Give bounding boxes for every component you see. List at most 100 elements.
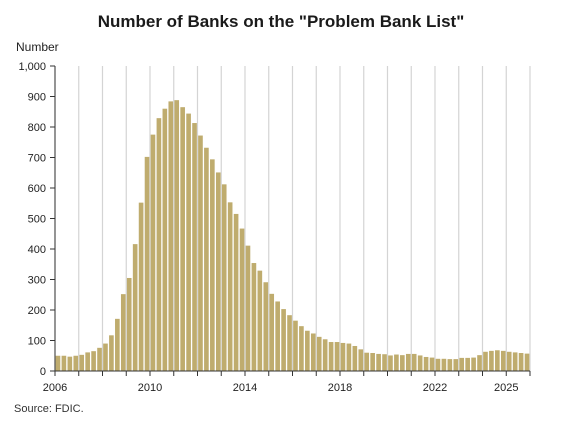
bar bbox=[138, 202, 144, 371]
bar bbox=[417, 355, 423, 371]
bar bbox=[382, 354, 387, 371]
bar bbox=[204, 147, 209, 371]
bar bbox=[423, 356, 429, 371]
y-tick-label: 100 bbox=[28, 336, 46, 348]
y-tick-label: 200 bbox=[28, 305, 46, 317]
y-tick-label: 1,000 bbox=[18, 61, 46, 73]
bar bbox=[55, 355, 61, 371]
bar bbox=[435, 358, 441, 371]
bar bbox=[221, 184, 227, 371]
bar bbox=[316, 336, 322, 371]
bar bbox=[168, 101, 174, 371]
bar bbox=[269, 293, 275, 371]
bar bbox=[109, 335, 114, 371]
bar bbox=[257, 270, 263, 371]
bar bbox=[334, 342, 340, 371]
bar bbox=[483, 351, 488, 371]
x-tick-label: 2014 bbox=[233, 382, 257, 394]
y-tick-label: 0 bbox=[40, 366, 46, 378]
bar bbox=[305, 330, 310, 371]
bar bbox=[251, 263, 257, 371]
bar bbox=[215, 172, 221, 371]
bar bbox=[120, 294, 126, 371]
bar bbox=[376, 353, 381, 371]
bar bbox=[103, 343, 108, 371]
bar bbox=[500, 350, 506, 371]
y-tick-label: 800 bbox=[28, 122, 46, 134]
bar bbox=[299, 326, 304, 371]
bar bbox=[126, 277, 132, 371]
chart-title: Number of Banks on the "Problem Bank Lis… bbox=[97, 12, 465, 31]
x-tick-label: 2022 bbox=[423, 382, 447, 394]
bar bbox=[227, 202, 233, 371]
bar bbox=[293, 320, 298, 371]
bar bbox=[281, 309, 286, 371]
bar bbox=[144, 156, 150, 371]
bar bbox=[459, 357, 465, 371]
y-axis-label: Number bbox=[16, 40, 59, 54]
bar bbox=[174, 100, 180, 371]
axes: 0 100 200 300 400 500 600 700 800 900 1,000 2006 201… bbox=[18, 61, 531, 394]
y-tick-label: 400 bbox=[28, 244, 46, 256]
bar bbox=[233, 213, 239, 371]
bar bbox=[441, 358, 447, 371]
bar bbox=[506, 351, 512, 371]
bar bbox=[340, 342, 346, 371]
bar bbox=[85, 352, 90, 371]
bar bbox=[73, 355, 79, 371]
bar bbox=[405, 353, 411, 371]
bar bbox=[388, 355, 393, 371]
bar bbox=[132, 244, 138, 371]
bar bbox=[263, 282, 269, 371]
x-tick-label: 2018 bbox=[328, 382, 352, 394]
bar bbox=[453, 359, 459, 371]
bar bbox=[239, 228, 245, 371]
x-tick-label: 2006 bbox=[43, 382, 67, 394]
bar bbox=[328, 342, 334, 371]
bar bbox=[245, 245, 251, 371]
bar bbox=[364, 352, 370, 371]
bar bbox=[310, 333, 316, 371]
bar bbox=[186, 113, 191, 371]
bar bbox=[400, 355, 405, 371]
bar bbox=[512, 352, 518, 371]
bar bbox=[411, 353, 417, 371]
bar bbox=[352, 345, 358, 371]
bar bbox=[429, 357, 435, 371]
bar bbox=[210, 159, 215, 371]
y-tick-label: 900 bbox=[28, 92, 46, 104]
bar bbox=[192, 123, 197, 371]
bar bbox=[477, 355, 482, 371]
bar bbox=[518, 353, 524, 371]
y-tick-label: 300 bbox=[28, 275, 46, 287]
y-tick-label: 500 bbox=[28, 214, 46, 226]
bar bbox=[447, 359, 453, 371]
bar bbox=[287, 315, 292, 371]
bar bbox=[150, 134, 156, 371]
bar bbox=[162, 108, 168, 371]
bar bbox=[495, 350, 500, 371]
bar bbox=[97, 347, 102, 371]
bar bbox=[346, 343, 352, 371]
bars bbox=[55, 100, 530, 372]
source-note: Source: FDIC. bbox=[14, 403, 84, 415]
bar bbox=[358, 349, 364, 371]
bar bbox=[322, 339, 328, 371]
bar bbox=[67, 356, 73, 371]
bar bbox=[91, 351, 96, 371]
grid-lines bbox=[54, 66, 531, 371]
bar bbox=[61, 355, 67, 371]
bar bbox=[489, 350, 494, 371]
y-tick-label: 700 bbox=[28, 153, 46, 165]
bar bbox=[524, 353, 530, 371]
bar bbox=[198, 135, 203, 371]
bar bbox=[115, 318, 120, 371]
bar bbox=[275, 301, 280, 371]
bar bbox=[156, 118, 162, 371]
bar bbox=[79, 354, 85, 371]
bar bbox=[394, 354, 399, 371]
x-tick-label: 2010 bbox=[138, 382, 162, 394]
bar bbox=[471, 357, 476, 371]
bar bbox=[370, 353, 375, 371]
